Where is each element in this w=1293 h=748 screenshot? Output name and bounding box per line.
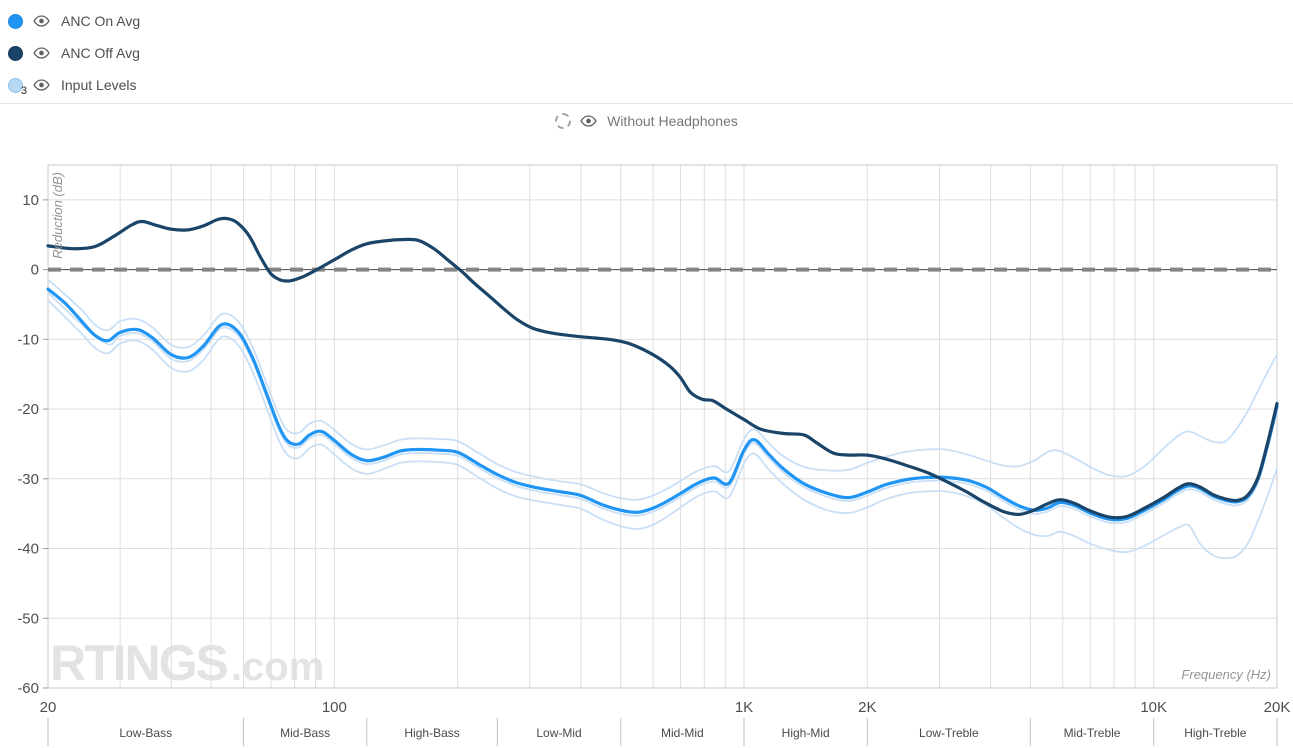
x-tick-label: 100: [322, 699, 347, 716]
x-tick-label: 20K: [1264, 699, 1291, 716]
legend-item-label: ANC Off Avg: [61, 45, 140, 61]
series-legend: ANC On Avg ANC Off Avg 3 Input Levels: [8, 5, 140, 101]
y-tick-label: 10: [22, 192, 39, 209]
y-tick-label: -60: [17, 680, 39, 697]
eye-icon[interactable]: [580, 115, 598, 127]
y-tick-label: -50: [17, 610, 39, 627]
x-axis-title: Frequency (Hz): [1181, 667, 1271, 682]
eye-icon: [33, 79, 50, 91]
x-tick-label: 2K: [858, 699, 876, 716]
series-color-dot[interactable]: 3: [8, 77, 27, 97]
band-label: Mid-Bass: [280, 726, 330, 740]
anc-off-curve[interactable]: [46, 216, 1279, 520]
x-tick-label: 10K: [1140, 699, 1167, 716]
rtings-watermark: RTINGS .com: [50, 635, 324, 691]
eye-icon[interactable]: [33, 79, 51, 91]
band-label: High-Treble: [1184, 726, 1247, 740]
y-tick-label: -30: [17, 471, 39, 488]
series-count-badge: 3: [20, 84, 27, 97]
x-tick-label: 20: [40, 699, 57, 716]
legend-item-label: ANC On Avg: [61, 13, 141, 29]
band-label: Low-Treble: [919, 726, 979, 740]
series-color-dot[interactable]: [8, 13, 23, 29]
y-tick-label: -20: [17, 401, 39, 418]
band-label: High-Mid: [782, 726, 830, 740]
eye-icon: [33, 15, 50, 27]
header-divider: [0, 103, 1293, 104]
anc-on-curve[interactable]: [46, 287, 1279, 522]
legend-item-input-levels[interactable]: 3 Input Levels: [8, 69, 140, 101]
legend-item-anc-off[interactable]: ANC Off Avg: [8, 37, 140, 69]
band-label: Low-Mid: [536, 726, 581, 740]
input-level-lower-curve[interactable]: [47, 299, 1278, 560]
y-tick-label: -40: [17, 541, 39, 558]
dashed-circle-icon: [555, 113, 572, 129]
eye-icon: [580, 115, 597, 127]
y-axis-title: Reduction (dB): [50, 172, 65, 259]
x-tick-label: 1K: [735, 699, 753, 716]
band-label: Mid-Mid: [661, 726, 704, 740]
y-tick-label: -10: [17, 331, 39, 348]
reference-legend-item[interactable]: Without Headphones: [0, 104, 1293, 138]
legend-item-label: Input Levels: [61, 77, 137, 93]
eye-icon[interactable]: [33, 47, 51, 59]
band-label: Low-Bass: [119, 726, 172, 740]
series-color-dot[interactable]: [8, 45, 23, 61]
input-level-upper-curve[interactable]: [47, 278, 1278, 501]
eye-icon[interactable]: [33, 15, 51, 27]
eye-icon: [33, 47, 50, 59]
plot-border: [47, 164, 1278, 689]
reference-label: Without Headphones: [607, 113, 738, 129]
y-tick-label: 0: [31, 262, 39, 279]
legend-item-anc-on[interactable]: ANC On Avg: [8, 5, 140, 37]
band-label: Mid-Treble: [1064, 726, 1121, 740]
band-label: High-Bass: [404, 726, 459, 740]
